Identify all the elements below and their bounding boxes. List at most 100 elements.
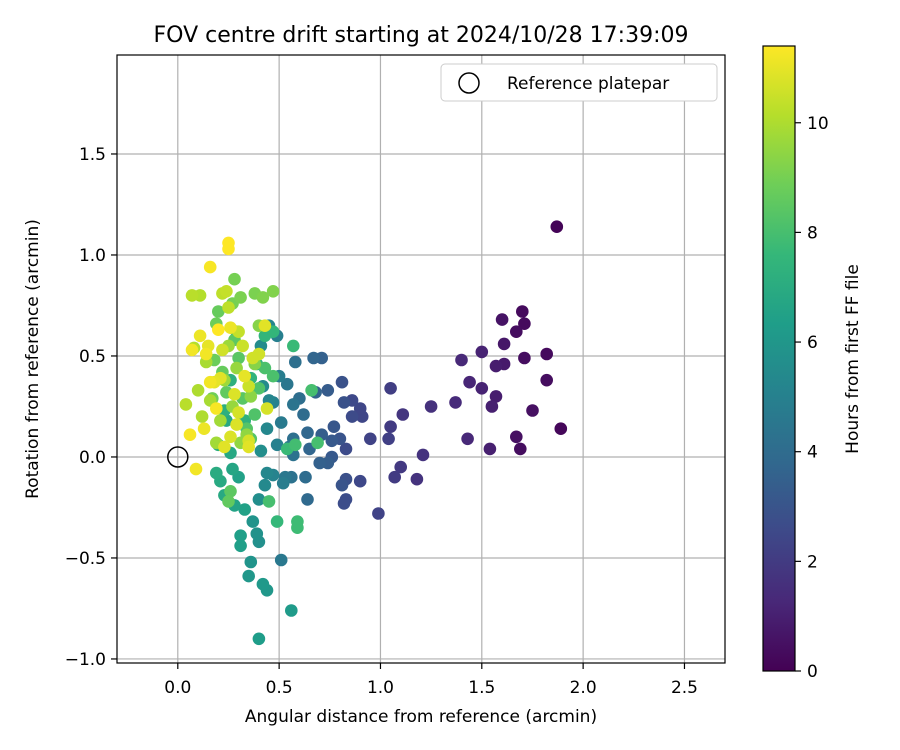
data-point: [270, 515, 284, 528]
data-point: [550, 220, 564, 233]
data-point: [230, 418, 243, 431]
chart-title: FOV centre drift starting at 2024/10/28 …: [154, 23, 689, 48]
data-point: [252, 493, 266, 506]
data-point: [287, 339, 300, 353]
data-point: [212, 323, 225, 337]
data-point: [455, 353, 468, 367]
data-point: [185, 289, 199, 302]
colorbar-tick-label: 8: [807, 223, 818, 243]
data-point: [185, 343, 199, 357]
data-point: [248, 408, 262, 421]
data-point: [197, 422, 211, 436]
data-point: [222, 301, 235, 314]
data-point: [410, 472, 424, 486]
data-point: [518, 351, 531, 365]
x-tick-label: 1.0: [367, 678, 394, 698]
data-point: [510, 325, 523, 339]
data-point: [195, 410, 209, 423]
colorbar-ticks: 0 2 4 6 8 10: [795, 114, 829, 682]
data-point: [475, 345, 489, 359]
data-point: [353, 402, 367, 415]
data-point: [327, 420, 341, 434]
data-point: [384, 382, 397, 395]
data-point: [394, 460, 408, 474]
data-point: [224, 430, 237, 444]
data-point: [260, 466, 274, 480]
data-point: [337, 497, 351, 510]
data-point: [274, 553, 288, 567]
data-point: [518, 317, 531, 331]
x-tick-label: 1.5: [468, 678, 495, 698]
data-point: [262, 495, 276, 508]
colorbar-label: Hours from first FF file: [843, 264, 863, 454]
data-point: [183, 428, 197, 442]
data-point: [258, 478, 272, 492]
data-point: [228, 388, 241, 401]
data-point: [258, 361, 272, 375]
data-point: [260, 402, 274, 415]
data-point: [325, 434, 339, 448]
data-point: [463, 375, 476, 389]
data-point: [461, 432, 474, 446]
y-tick-label: −0.5: [65, 549, 106, 569]
data-point: [203, 375, 217, 389]
data-point: [238, 503, 251, 516]
colorbar-tick-label: 2: [807, 552, 818, 572]
data-point: [270, 438, 284, 452]
data-point: [301, 493, 314, 506]
data-point: [416, 448, 430, 462]
y-tick-label: 1.5: [79, 145, 106, 165]
data-point: [305, 384, 318, 397]
data-point: [345, 410, 359, 423]
x-tick-label: 0.0: [164, 678, 191, 698]
data-point: [244, 390, 258, 403]
data-point: [224, 485, 237, 498]
data-point: [199, 347, 213, 361]
data-point: [540, 347, 553, 361]
data-point: [203, 260, 217, 274]
data-point: [289, 438, 302, 452]
data-point: [335, 375, 349, 389]
data-point: [214, 414, 227, 427]
data-point: [321, 384, 335, 397]
data-point: [191, 384, 205, 397]
data-point: [339, 442, 353, 456]
data-point: [216, 343, 229, 357]
grid-lines: [117, 55, 725, 663]
data-point: [226, 462, 239, 476]
data-point: [382, 432, 395, 446]
data-point: [280, 377, 294, 391]
data-point: [516, 305, 529, 318]
data-point: [234, 291, 247, 304]
legend: Reference platepar: [440, 63, 718, 102]
data-point: [222, 495, 235, 508]
data-point: [497, 337, 511, 351]
data-point: [285, 604, 298, 617]
colorbar-tick-label: 0: [807, 662, 818, 682]
data-point: [526, 404, 539, 417]
data-point: [301, 426, 314, 440]
data-point: [299, 470, 312, 484]
reference-marker-group: [167, 446, 189, 468]
data-point: [311, 436, 324, 450]
data-point: [396, 408, 410, 421]
data-point: [210, 466, 223, 480]
colorbar-tick-label: 4: [807, 443, 818, 463]
data-point: [258, 319, 272, 333]
x-axis-ticks: 0.0 0.5 1.0 1.5 2.0 2.5: [164, 663, 698, 698]
y-tick-label: 1.0: [79, 246, 106, 266]
y-tick-label: −1.0: [65, 650, 106, 670]
data-point: [291, 515, 304, 528]
data-point: [307, 351, 320, 365]
data-point: [287, 398, 300, 411]
legend-box: [440, 63, 718, 102]
colorbar-tick-label: 10: [807, 114, 829, 134]
data-point: [189, 462, 203, 476]
data-point: [232, 351, 245, 365]
data-point: [495, 313, 509, 326]
data-point: [514, 442, 527, 456]
data-point: [372, 507, 385, 520]
data-point: [218, 440, 231, 454]
